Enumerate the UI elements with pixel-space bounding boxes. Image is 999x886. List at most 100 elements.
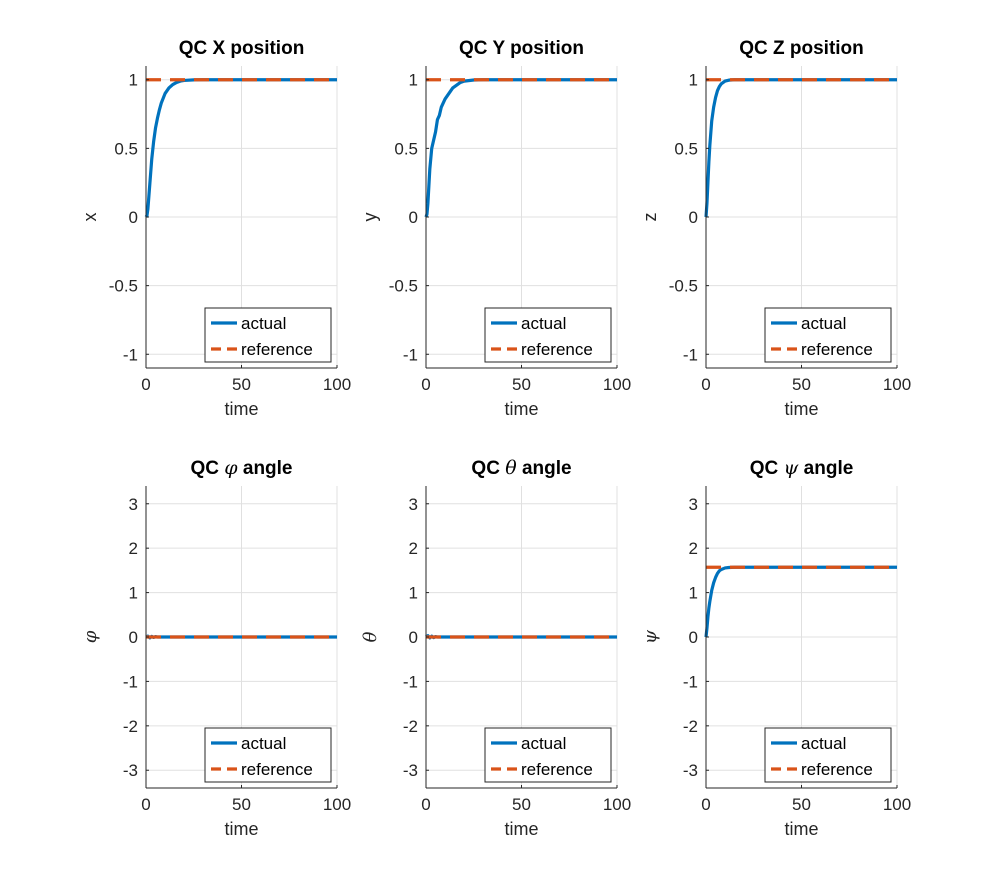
x-tick-label: 50 (792, 375, 811, 394)
y-tick-label: -1 (123, 345, 138, 364)
x-tick-label: 0 (701, 795, 710, 814)
title-suffix: angle (243, 458, 293, 479)
y-tick-label: 1 (689, 71, 698, 90)
y-tick-label: -3 (123, 761, 138, 780)
legend-label-reference: reference (241, 340, 313, 359)
y-tick-label: 0 (689, 628, 698, 647)
title-prefix: QC (459, 38, 488, 59)
legend: actual reference (204, 307, 332, 363)
title-prefix: QC (750, 458, 779, 479)
x-tick-label: 50 (792, 795, 811, 814)
x-tick-label: 0 (421, 375, 430, 394)
legend-label-actual: actual (241, 734, 286, 753)
title-suffix: angle (804, 458, 854, 479)
x-tick-label: 0 (141, 795, 150, 814)
x-axis-label: time (224, 819, 258, 839)
title-prefix: QC (179, 38, 208, 59)
y-tick-label: 3 (689, 495, 698, 514)
title-prefix: QC (191, 458, 220, 479)
chart-title: QC φ angle (191, 457, 293, 479)
x-tick-label: 0 (701, 375, 710, 394)
x-tick-label: 0 (421, 795, 430, 814)
y-tick-label: -0.5 (389, 277, 418, 296)
y-tick-label: 3 (409, 495, 418, 514)
legend: actual reference (204, 727, 332, 783)
legend-label-actual: actual (801, 734, 846, 753)
y-tick-label: 0 (689, 208, 698, 227)
title-suffix: Z position (773, 38, 864, 59)
x-tick-label: 0 (141, 375, 150, 394)
y-tick-label: 0 (129, 628, 138, 647)
y-tick-label: -2 (403, 717, 418, 736)
y-axis-label: θ (360, 631, 381, 642)
y-tick-label: -1 (403, 672, 418, 691)
x-tick-label: 50 (512, 795, 531, 814)
x-axis-label: time (224, 399, 258, 419)
x-axis-label: time (504, 399, 538, 419)
chart-title: QC θ angle (471, 457, 571, 479)
y-tick-label: 2 (689, 539, 698, 558)
x-axis-label: time (504, 819, 538, 839)
y-axis-label: x (80, 213, 100, 222)
y-tick-label: 0 (409, 628, 418, 647)
y-tick-label: -0.5 (669, 277, 698, 296)
legend-box (204, 307, 332, 363)
y-tick-label: -3 (403, 761, 418, 780)
y-tick-label: -1 (683, 672, 698, 691)
chart-title: QC Y position (459, 38, 584, 59)
legend-label-actual: actual (241, 314, 286, 333)
legend-label-reference: reference (241, 760, 313, 779)
title-prefix: QC (739, 38, 768, 59)
series-line-actual (424, 78, 617, 218)
y-tick-label: 1 (409, 71, 418, 90)
x-tick-label: 50 (232, 795, 251, 814)
legend-label-reference: reference (801, 760, 873, 779)
y-tick-label: 0.5 (674, 139, 698, 158)
title-symbol: ψ (783, 457, 799, 479)
y-tick-label: 0.5 (394, 139, 418, 158)
chart-title: QC X position (179, 38, 305, 59)
y-tick-label: -2 (683, 717, 698, 736)
y-tick-label: -0.5 (109, 277, 138, 296)
legend: actual reference (484, 727, 612, 783)
y-tick-label: 1 (409, 584, 418, 603)
y-tick-label: 2 (129, 539, 138, 558)
legend-label-actual: actual (521, 734, 566, 753)
y-axis-label: ψ (640, 629, 661, 644)
y-tick-label: 0.5 (114, 139, 138, 158)
x-tick-label: 100 (883, 795, 911, 814)
y-tick-label: -1 (123, 672, 138, 691)
x-tick-label: 100 (883, 375, 911, 394)
y-axis-label: φ (80, 630, 101, 643)
title-suffix: Y position (492, 38, 583, 59)
legend-box (484, 307, 612, 363)
subplot-2: 0 50 100 -1 -0.5 0 0.5 1 time y QC Y position actua… (360, 38, 631, 419)
legend-label-actual: actual (521, 314, 566, 333)
y-tick-label: 1 (129, 584, 138, 603)
subplot-1: 0 50 100 -1 -0.5 0 0.5 1 time x QC X position actua… (80, 38, 351, 419)
legend-label-reference: reference (521, 760, 593, 779)
x-tick-label: 50 (512, 375, 531, 394)
y-tick-label: -2 (123, 717, 138, 736)
legend-box (484, 727, 612, 783)
title-symbol: θ (505, 457, 517, 479)
legend-box (204, 727, 332, 783)
legend: actual reference (764, 307, 892, 363)
y-axis-label: z (640, 213, 660, 222)
legend: actual reference (764, 727, 892, 783)
x-tick-label: 100 (323, 375, 351, 394)
x-axis-label: time (784, 399, 818, 419)
legend: actual reference (484, 307, 612, 363)
series-line-actual (144, 78, 337, 218)
legend-box (764, 307, 892, 363)
title-suffix: X position (212, 38, 304, 59)
x-tick-label: 50 (232, 375, 251, 394)
y-tick-label: -1 (683, 345, 698, 364)
chart-title: QC Z position (739, 38, 864, 59)
y-tick-label: 3 (129, 495, 138, 514)
y-tick-label: 2 (409, 539, 418, 558)
y-tick-label: -3 (683, 761, 698, 780)
